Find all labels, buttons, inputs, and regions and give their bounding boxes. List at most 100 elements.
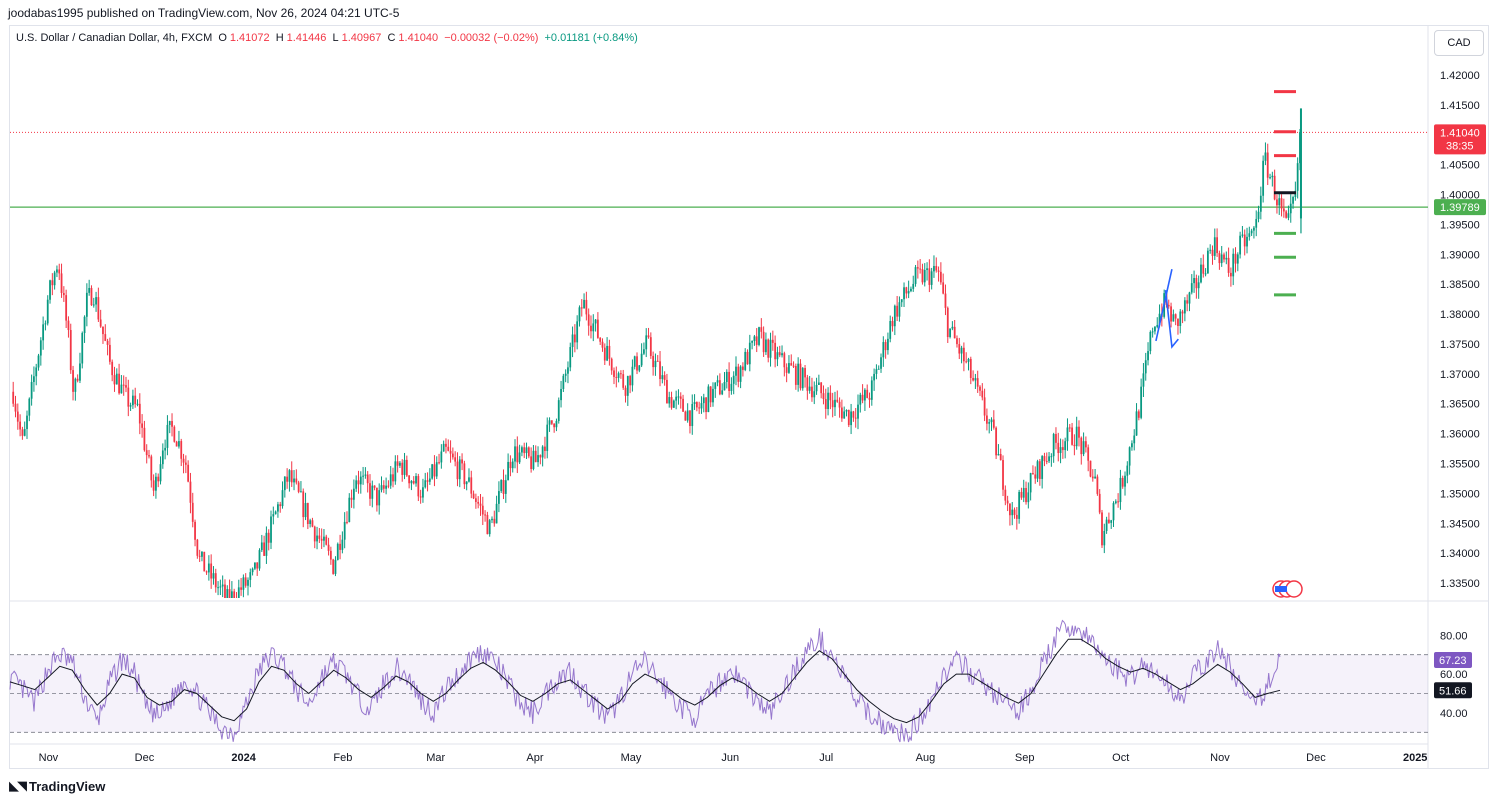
candle-body [672, 400, 675, 408]
candle-body [1292, 197, 1294, 204]
close-value: 1.41040 [398, 32, 439, 44]
candle-body [35, 367, 38, 377]
candle-body [682, 398, 684, 412]
bar-change: −0.00032 (−0.02%) [444, 32, 539, 44]
candle-body [1223, 254, 1225, 260]
current-price-badge [1434, 124, 1486, 155]
candle-body [811, 386, 813, 398]
candle-body [652, 355, 655, 368]
candle-body [1075, 426, 1078, 447]
candle-body [270, 516, 272, 543]
candle-body [51, 280, 54, 286]
candle-body [981, 390, 984, 398]
candle-body [424, 480, 427, 488]
price-tick-label: 1.35500 [1440, 459, 1480, 471]
symbol-legend: U.S. Dollar / Canadian Dollar, 4h, FXCM … [16, 32, 641, 44]
candle-body [737, 366, 740, 382]
candle-body [1080, 437, 1083, 455]
candle-body [794, 366, 797, 385]
candle-body [1126, 465, 1129, 476]
candle-body [272, 514, 275, 517]
candle-body [1045, 461, 1048, 463]
candle-body [1227, 257, 1230, 273]
candle-body [283, 476, 286, 491]
candle-body [649, 337, 652, 356]
candle-body [72, 370, 74, 392]
candle-body [396, 461, 399, 466]
candle-body [824, 399, 827, 410]
candle-body [1011, 509, 1014, 516]
candle-body [541, 446, 544, 458]
candle-body [187, 464, 190, 482]
rsi-tick-label: 60.00 [1440, 669, 1468, 681]
candle-body [295, 478, 298, 483]
candle-body [134, 395, 137, 405]
candle-body [518, 452, 521, 463]
candle-body [484, 514, 486, 516]
candle-body [686, 410, 689, 421]
candle-body [1220, 254, 1223, 264]
candle-body [311, 520, 314, 527]
candle-body [399, 462, 401, 466]
candle-body [495, 503, 498, 524]
candle-body [1255, 218, 1258, 228]
candle-body [1289, 203, 1292, 214]
candle-body [723, 381, 726, 391]
candle-body [654, 360, 657, 368]
candle-body [709, 386, 712, 403]
candle-body [550, 420, 553, 424]
rsi-value-badge [1434, 682, 1472, 699]
candle-body [504, 480, 507, 494]
candle-body [592, 323, 595, 332]
candle-body [1172, 314, 1175, 322]
candle-body [207, 563, 210, 573]
currency-button[interactable]: CAD [1434, 30, 1484, 56]
price-tick-label: 1.38000 [1440, 309, 1480, 321]
candle-body [1253, 227, 1255, 231]
candle-body [875, 369, 878, 374]
candle-body [995, 427, 998, 456]
candle-body [131, 395, 134, 406]
candle-body [822, 393, 825, 400]
time-tick-label: 2024 [231, 752, 256, 764]
price-tick-label: 1.37500 [1440, 339, 1480, 351]
candle-body [1239, 235, 1242, 255]
candle-body [1029, 473, 1032, 493]
candle-body [334, 559, 337, 574]
candle-body [967, 358, 970, 362]
candle-body [1055, 434, 1057, 443]
rsi-value-label: 67.23 [1439, 655, 1467, 667]
candle-body [1181, 311, 1184, 314]
candle-body [603, 347, 606, 361]
candle-body [230, 591, 233, 598]
candle-body [157, 476, 160, 482]
candle-body [304, 503, 307, 518]
candle-body [143, 427, 146, 451]
candle-body [636, 356, 638, 371]
candle-body [691, 403, 694, 427]
last-candle-body [1299, 108, 1302, 219]
candle-body [481, 505, 484, 515]
candle-body [1110, 520, 1113, 523]
time-tick-label: 2025 [1403, 752, 1427, 764]
candle-body [405, 459, 408, 476]
candle-body [309, 520, 312, 525]
candle-body [907, 291, 910, 294]
candle-body [387, 485, 390, 487]
candle-body [260, 542, 263, 551]
candle-body [898, 302, 901, 317]
candle-body [896, 305, 899, 317]
candle-body [385, 485, 388, 489]
candle-body [129, 405, 132, 407]
candle-body [313, 526, 316, 542]
price-tick-label: 1.34000 [1440, 548, 1480, 560]
candle-body [527, 447, 530, 457]
candle-body [458, 459, 461, 480]
candle-body [620, 373, 622, 375]
candle-body [728, 371, 730, 391]
price-tick-label: 1.42000 [1440, 70, 1480, 82]
candle-body [161, 450, 164, 465]
candle-body [534, 450, 537, 463]
candle-body [394, 461, 397, 482]
